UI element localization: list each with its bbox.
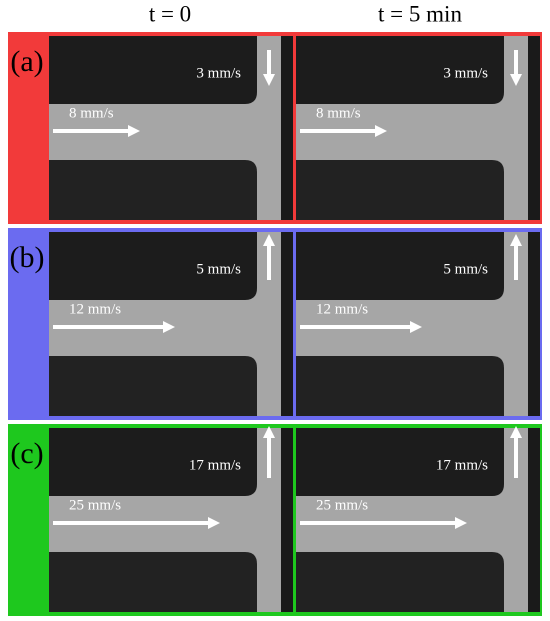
column-header: t = 0 [149,1,191,26]
vertical-speed: 17 mm/s [189,457,241,473]
wall [49,552,257,612]
wall [281,428,293,612]
horizontal-speed: 8 mm/s [69,105,114,121]
micrograph: 3 mm/s 8 mm/s [49,36,293,220]
micrograph: 5 mm/s 12 mm/s [49,232,293,416]
wall [296,36,504,104]
wall [528,428,540,612]
vertical-speed: 5 mm/s [443,261,488,277]
micrograph: 17 mm/s 25 mm/s [49,426,293,612]
micrograph: 5 mm/s 12 mm/s [296,232,540,416]
horizontal-speed: 8 mm/s [316,105,361,121]
wall [296,232,504,300]
row-label: (b) [10,241,45,274]
micrograph: 17 mm/s 25 mm/s [296,426,540,612]
vertical-speed: 3 mm/s [443,65,488,81]
wall [296,552,504,612]
wall [296,356,504,416]
row-label: (a) [10,45,43,78]
horizontal-speed: 12 mm/s [69,301,121,317]
vertical-speed: 3 mm/s [196,65,241,81]
wall [281,36,293,220]
horizontal-speed: 12 mm/s [316,301,368,317]
wall [528,36,540,220]
wall [49,428,257,496]
vertical-speed: 17 mm/s [436,457,488,473]
wall [281,232,293,416]
wall [296,160,504,220]
horizontal-speed: 25 mm/s [316,497,368,513]
wall [49,356,257,416]
micrograph: 3 mm/s 8 mm/s [296,36,540,220]
wall [296,428,504,496]
horizontal-speed: 25 mm/s [69,497,121,513]
wall [49,160,257,220]
wall [49,36,257,104]
vertical-speed: 5 mm/s [196,261,241,277]
wall [528,232,540,416]
column-header: t = 5 min [378,1,462,26]
row-label: (c) [10,437,43,470]
wall [49,232,257,300]
